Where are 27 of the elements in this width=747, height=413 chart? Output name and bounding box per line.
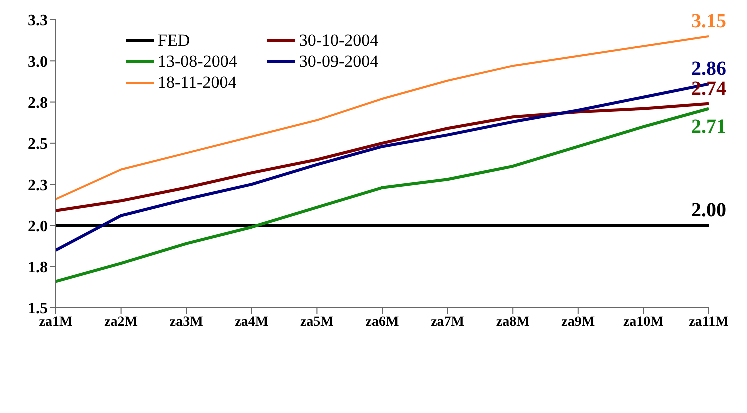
legend-label: 13-08-2004 bbox=[158, 51, 238, 72]
data-label: 3.15 bbox=[692, 10, 726, 32]
legend-label: FED bbox=[158, 30, 190, 51]
y-tick-label: 3.3 bbox=[28, 12, 48, 30]
x-tick-label: za11M bbox=[689, 314, 729, 330]
x-tick-label: za7M bbox=[431, 314, 465, 330]
data-label: 2.86 bbox=[692, 58, 726, 80]
x-tick-label: za4M bbox=[235, 314, 269, 330]
y-tick-label: 2.8 bbox=[28, 94, 48, 112]
y-tick-label: 3.0 bbox=[28, 54, 48, 71]
legend-label: 30-10-2004 bbox=[299, 30, 379, 51]
data-label: 2.71 bbox=[692, 116, 726, 138]
x-tick-label: za8M bbox=[496, 314, 530, 330]
y-tick-label: 2.0 bbox=[28, 218, 48, 236]
x-tick-label: za3M bbox=[170, 314, 204, 330]
y-tick-label: 2.5 bbox=[28, 136, 48, 154]
x-tick-label: za2M bbox=[104, 314, 138, 330]
x-tick-label: za10M bbox=[623, 314, 664, 330]
data-label: 2.00 bbox=[692, 200, 726, 222]
x-tick-label: za6M bbox=[366, 314, 400, 330]
legend-label: 30-09-2004 bbox=[299, 51, 379, 72]
y-tick-label: 1.8 bbox=[28, 260, 48, 277]
y-tick-label: 2.3 bbox=[28, 177, 48, 194]
data-label: 2.74 bbox=[692, 78, 726, 100]
legend-label: 18-11-2004 bbox=[158, 72, 237, 93]
x-tick-label: za5M bbox=[300, 314, 334, 330]
x-tick-label: za9M bbox=[562, 314, 596, 330]
